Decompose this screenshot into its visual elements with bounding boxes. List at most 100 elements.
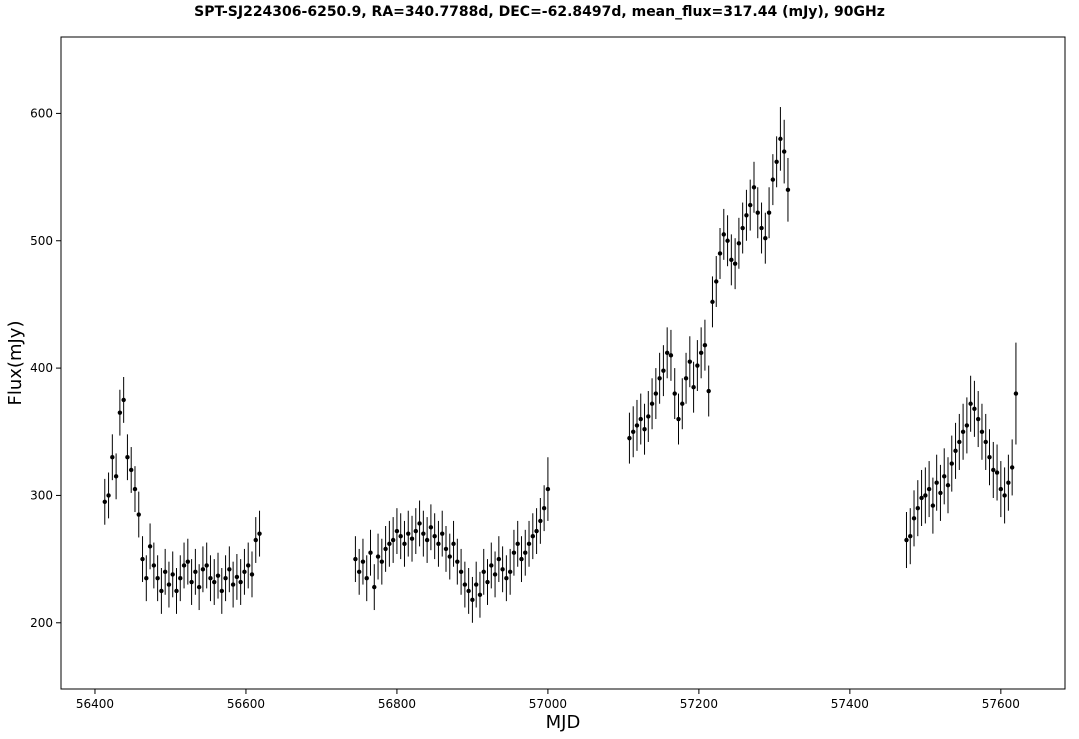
- data-point: [253, 537, 258, 543]
- data-point: [447, 554, 452, 559]
- data-point: [781, 149, 787, 154]
- data-point: [398, 533, 403, 539]
- data-point: [230, 582, 236, 587]
- x-axis-label: MJD: [546, 712, 581, 733]
- data-point: [1006, 480, 1011, 485]
- data-point: [1002, 493, 1007, 498]
- data-point: [945, 483, 951, 488]
- data-point: [353, 556, 358, 562]
- data-point: [538, 518, 543, 524]
- data-point: [778, 136, 783, 142]
- data-point: [140, 556, 145, 562]
- data-point: [1009, 465, 1015, 470]
- x-axis-ticks: 56400 56600 56800 57000 57200 57400 57600: [76, 689, 1020, 711]
- data-point: [770, 177, 776, 182]
- data-point: [717, 251, 723, 256]
- data-point: [356, 569, 362, 575]
- data-point: [710, 299, 715, 305]
- data-point: [470, 597, 475, 603]
- data-point: [748, 202, 753, 208]
- data-point: [972, 406, 977, 412]
- data-point: [136, 512, 141, 517]
- y-tick-label: 400: [30, 361, 53, 375]
- data-point: [744, 213, 749, 218]
- data-point: [530, 533, 536, 539]
- data-point: [402, 541, 407, 547]
- data-point: [698, 350, 704, 356]
- data-point: [113, 474, 119, 479]
- data-point: [174, 588, 179, 594]
- data-point: [987, 455, 992, 460]
- data-point: [368, 550, 373, 555]
- data-point: [440, 531, 445, 536]
- data-point: [672, 391, 677, 396]
- data-point: [162, 569, 168, 575]
- x-tick-label: 57000: [529, 697, 567, 711]
- data-point: [360, 559, 366, 564]
- data-point: [421, 531, 426, 536]
- data-point: [215, 573, 221, 578]
- y-tick-label: 500: [30, 234, 53, 248]
- data-point: [223, 576, 228, 581]
- data-point: [638, 416, 643, 422]
- data-point: [129, 467, 134, 473]
- data-point: [242, 569, 247, 575]
- data-point: [911, 516, 917, 521]
- data-point: [957, 439, 962, 445]
- data-point: [181, 563, 187, 568]
- data-point: [938, 490, 943, 496]
- data-point: [515, 541, 520, 547]
- data-point: [394, 528, 400, 534]
- data-point: [676, 416, 681, 422]
- data-point: [919, 495, 924, 501]
- data-point: [492, 572, 498, 577]
- data-point: [949, 461, 954, 466]
- data-point: [458, 569, 464, 575]
- data-point: [417, 521, 422, 526]
- data-point: [151, 563, 157, 568]
- data-point: [193, 569, 198, 575]
- data-point: [702, 342, 708, 348]
- data-point: [664, 350, 670, 356]
- y-tick-label: 200: [30, 616, 53, 630]
- data-point: [545, 486, 551, 492]
- data-point: [496, 556, 502, 562]
- data-point: [455, 559, 460, 564]
- data-point: [766, 210, 772, 215]
- data-point: [507, 569, 513, 575]
- data-point: [755, 210, 760, 215]
- data-point: [714, 279, 719, 284]
- data-point: [729, 257, 734, 263]
- data-points: [102, 107, 1019, 623]
- data-point: [968, 401, 973, 406]
- data-point: [740, 225, 745, 231]
- data-point: [189, 579, 194, 585]
- data-point: [375, 554, 381, 559]
- data-point: [117, 410, 123, 415]
- data-point: [208, 576, 213, 581]
- data-point: [541, 505, 547, 511]
- data-point: [695, 363, 700, 368]
- data-point: [526, 541, 532, 547]
- x-tick-label: 56600: [227, 697, 265, 711]
- data-point: [642, 427, 647, 432]
- data-point: [436, 541, 441, 547]
- data-point: [942, 474, 947, 479]
- data-point: [706, 388, 711, 394]
- data-point: [774, 159, 779, 164]
- data-point: [504, 576, 509, 581]
- data-point: [923, 493, 928, 498]
- data-point: [915, 505, 920, 511]
- data-point: [979, 429, 985, 434]
- data-point: [477, 592, 483, 597]
- data-point: [683, 376, 689, 381]
- data-point: [185, 559, 191, 564]
- data-point: [466, 588, 471, 594]
- data-point: [511, 550, 517, 555]
- data-point: [657, 376, 662, 381]
- data-point: [627, 435, 632, 441]
- data-point: [406, 531, 411, 536]
- data-point: [953, 448, 958, 454]
- chart-title: SPT-SJ224306-6250.9, RA=340.7788d, DEC=-…: [194, 4, 885, 20]
- x-tick-label: 57600: [982, 697, 1020, 711]
